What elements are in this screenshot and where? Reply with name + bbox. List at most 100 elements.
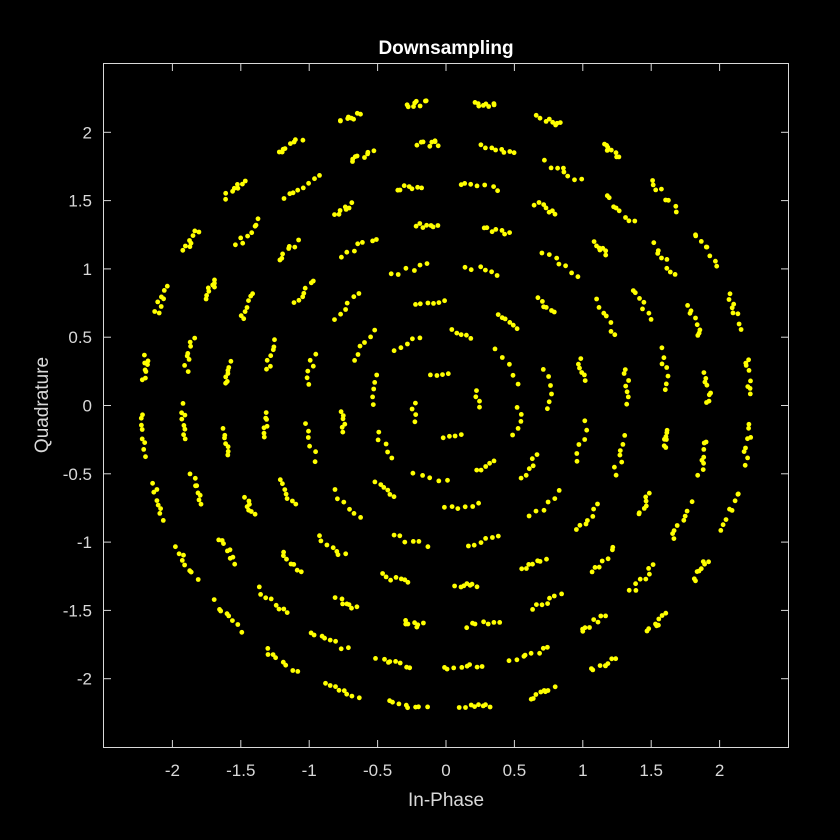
- scatter-point: [311, 632, 317, 638]
- scatter-point: [735, 491, 741, 497]
- scatter-point: [244, 305, 250, 310]
- scatter-point: [375, 437, 381, 443]
- scatter-point: [261, 434, 267, 440]
- scatter-point: [338, 118, 343, 124]
- scatter-point: [554, 255, 560, 261]
- scatter-point: [349, 693, 355, 699]
- scatter-point: [743, 360, 749, 366]
- scatter-point: [554, 120, 560, 126]
- scatter-point: [327, 637, 333, 643]
- scatter-point: [307, 443, 312, 449]
- scatter-point: [489, 145, 495, 151]
- scatter-point: [637, 576, 643, 582]
- scatter-point: [572, 177, 577, 183]
- scatter-point: [305, 368, 311, 374]
- scatter-point: [273, 655, 278, 661]
- scatter-point: [723, 517, 729, 522]
- scatter-point: [156, 310, 162, 316]
- scatter-point: [671, 536, 677, 541]
- scatter-point: [732, 498, 738, 504]
- scatter-point: [664, 365, 670, 370]
- scatter-point: [533, 692, 539, 697]
- scatter-point: [255, 216, 261, 222]
- scatter-point: [552, 496, 558, 501]
- scatter-point: [313, 351, 319, 357]
- scatter-point: [630, 288, 636, 293]
- scatter-point: [393, 575, 399, 580]
- scatter-point: [281, 606, 287, 612]
- scatter-point: [546, 399, 552, 405]
- scatter-point: [612, 332, 618, 338]
- scatter-point: [626, 378, 631, 383]
- scatter-point: [348, 115, 354, 121]
- scatter-point: [539, 602, 545, 608]
- scatter-point: [181, 423, 187, 428]
- scatter-point: [526, 513, 532, 519]
- scatter-point: [467, 662, 472, 667]
- scatter-point: [413, 412, 419, 417]
- scatter-point: [601, 310, 607, 316]
- scatter-point: [547, 595, 552, 601]
- scatter-point: [483, 267, 488, 273]
- scatter-point: [608, 147, 614, 153]
- scatter-point: [341, 688, 347, 694]
- scatter-point: [495, 312, 501, 317]
- scatter-point: [284, 556, 289, 562]
- scatter-point: [194, 483, 200, 489]
- scatter-point: [507, 230, 512, 236]
- scatter-point: [258, 592, 263, 597]
- scatter-point: [412, 268, 417, 273]
- scatter-point: [602, 141, 607, 147]
- scatter-point: [545, 406, 550, 412]
- scatter-point: [256, 584, 262, 590]
- scatter-point: [474, 584, 480, 590]
- scatter-point: [252, 223, 258, 229]
- scatter-point: [474, 388, 479, 393]
- scatter-point: [653, 187, 659, 193]
- scatter-point: [700, 559, 706, 564]
- scatter-point: [701, 447, 707, 452]
- scatter-point: [594, 296, 599, 302]
- scatter-point: [537, 650, 542, 656]
- scatter-point: [592, 565, 598, 570]
- scatter-point: [598, 613, 604, 619]
- scatter-point: [623, 215, 628, 220]
- scatter-point: [702, 379, 708, 385]
- scatter-point: [689, 499, 695, 505]
- scatter-point: [596, 564, 602, 570]
- scatter-point: [141, 447, 147, 452]
- scatter-point: [617, 452, 623, 458]
- scatter-point: [595, 619, 601, 625]
- scatter-point: [625, 394, 631, 400]
- scatter-point: [526, 562, 532, 567]
- scatter-point: [462, 504, 468, 510]
- scatter-point: [196, 229, 202, 235]
- scatter-point: [698, 239, 704, 244]
- scatter-point: [543, 119, 549, 124]
- scatter-point: [270, 347, 276, 353]
- scatter-point: [225, 452, 231, 458]
- scatter-point: [405, 579, 411, 585]
- scatter-point: [323, 680, 328, 686]
- scatter-point: [440, 435, 446, 441]
- scatter-point: [535, 295, 541, 301]
- scatter-point: [546, 252, 552, 257]
- y-tick-label: 1.5: [68, 192, 92, 211]
- scatter-point: [611, 204, 616, 210]
- scatter-point: [603, 252, 609, 258]
- scatter-point: [281, 553, 286, 559]
- scatter-point: [540, 645, 546, 651]
- scatter-point: [510, 322, 516, 328]
- scatter-point: [296, 237, 301, 243]
- scatter-point: [591, 617, 597, 622]
- scatter-point: [489, 229, 495, 235]
- scatter-point: [556, 488, 562, 493]
- scatter-point: [533, 508, 539, 514]
- scatter-point: [531, 202, 537, 208]
- scatter-point: [413, 400, 418, 406]
- scatter-point: [345, 116, 351, 121]
- scatter-point: [378, 482, 384, 487]
- scatter-point: [574, 458, 580, 464]
- scatter-point: [192, 228, 198, 234]
- scatter-point: [225, 444, 231, 450]
